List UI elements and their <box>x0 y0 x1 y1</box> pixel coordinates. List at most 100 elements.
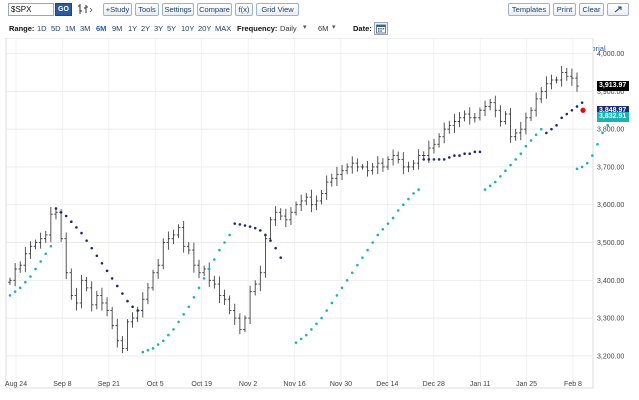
range-option-6m[interactable]: 6M <box>96 24 107 33</box>
sar-dot <box>151 347 155 350</box>
sar-dot <box>488 184 492 188</box>
sar-dot <box>366 248 369 252</box>
sar-dot <box>315 322 318 326</box>
sar-dot <box>381 227 385 231</box>
period-select[interactable]: 6M <box>318 24 329 33</box>
range-option-20y[interactable]: 20Y <box>198 24 212 33</box>
sar-dot <box>274 246 277 250</box>
sar-dot <box>279 256 283 259</box>
range-option-1m[interactable]: 1M <box>65 24 76 33</box>
sar-dot <box>233 222 237 225</box>
sar-dot <box>468 152 472 156</box>
y-tick-label: 3,700.00 <box>597 164 624 171</box>
chart-svg[interactable]: 4,000.00 3,900.00 3,800.00 3,700.00 3,600.00… <box>0 37 639 400</box>
sar-dot <box>585 161 589 165</box>
sar-dot <box>560 116 563 120</box>
templates-button[interactable]: Templates <box>508 3 550 16</box>
sar-dot <box>192 296 196 299</box>
toolbar: GO +Study Tools Settings Compare f(x) Gr… <box>0 0 639 19</box>
sar-dot <box>75 226 78 229</box>
calendar-icon <box>376 24 386 34</box>
sar-dot <box>161 339 165 343</box>
sar-dot <box>340 286 344 290</box>
x-tick-label: Feb 8 <box>564 381 582 388</box>
x-tick-label: Nov 2 <box>239 381 257 388</box>
sar-dot <box>121 292 124 295</box>
sar-dot <box>427 158 431 161</box>
tools-button[interactable]: Tools <box>135 3 159 16</box>
y-tick-label: 4,000.00 <box>597 51 624 58</box>
y-tick-label: 3,800.00 <box>597 127 624 134</box>
sar-dot <box>376 233 380 237</box>
sar-dot <box>243 224 247 227</box>
plot-area <box>5 37 594 389</box>
frequency-select[interactable]: Daily <box>280 24 297 33</box>
expand-icon <box>614 6 622 13</box>
sar-dot <box>396 209 400 212</box>
range-option-max[interactable]: MAX <box>215 24 232 33</box>
sar-dot <box>131 305 134 309</box>
sar-dot <box>391 216 395 220</box>
sar-dot <box>458 154 461 157</box>
frequency-chevron-down-icon[interactable]: ▾ <box>303 24 307 31</box>
sar-dot <box>499 175 502 178</box>
y-tick-label: 3,200.00 <box>597 353 624 360</box>
y-tick-label: 3,300.00 <box>597 316 624 323</box>
sar-dot <box>294 341 298 344</box>
range-option-5y[interactable]: 5Y <box>167 24 177 33</box>
range-option-2y[interactable]: 2Y <box>141 24 151 33</box>
sar-dot <box>105 269 109 273</box>
sar-dot <box>545 131 548 135</box>
sar-dot <box>422 158 426 161</box>
go-button[interactable]: GO <box>55 3 72 16</box>
range-bar: Range: 1D 5D 1M 3M 6M 9M 1Y 2Y 3Y 5Y 10Y… <box>0 20 639 53</box>
expand-button[interactable] <box>607 3 629 16</box>
sar-dot <box>325 309 329 312</box>
range-option-10y[interactable]: 10Y <box>181 24 195 33</box>
sar-dot <box>100 261 104 265</box>
sar-dot <box>24 280 27 284</box>
grid-view-button[interactable]: Grid View <box>256 3 299 16</box>
compare-button[interactable]: Compare <box>197 3 232 16</box>
sar-dot <box>432 158 436 161</box>
sar-dot <box>207 267 211 271</box>
symbol-input[interactable] <box>8 3 54 16</box>
chart-type-icon[interactable] <box>76 2 94 16</box>
sar-dot <box>238 223 242 226</box>
sar-dot <box>202 277 206 280</box>
range-option-3y[interactable]: 3Y <box>154 24 164 33</box>
sar-dot <box>304 333 308 337</box>
sar-dot <box>330 301 334 305</box>
fx-button[interactable]: f(x) <box>235 3 253 16</box>
range-option-5d[interactable]: 5D <box>51 24 61 33</box>
sar-dot <box>34 267 37 271</box>
sar-dot <box>299 337 303 341</box>
sar-dot <box>442 158 446 161</box>
sar-dot <box>473 150 477 154</box>
sar-dot <box>606 124 609 127</box>
sar-dot <box>580 101 584 104</box>
period-chevron-down-icon[interactable]: ▾ <box>332 24 336 31</box>
print-button[interactable]: Print <box>553 3 576 16</box>
range-option-3m[interactable]: 3M <box>80 24 91 33</box>
x-tick-label: Sep 8 <box>53 381 71 388</box>
sar-dot <box>253 226 257 230</box>
calendar-button[interactable] <box>374 22 388 35</box>
sar-dot <box>177 320 180 324</box>
sar-dot <box>361 256 364 259</box>
sar-dot <box>182 313 185 316</box>
sar-dot <box>115 284 119 288</box>
sar-dot <box>136 309 140 312</box>
sar-dot <box>8 294 12 297</box>
sar-dot <box>601 131 604 135</box>
clear-button[interactable]: Clear <box>579 3 604 16</box>
add-study-button[interactable]: +Study <box>103 3 132 16</box>
price-chart[interactable]: 4,000.00 3,900.00 3,800.00 3,700.00 3,600.00… <box>0 37 639 400</box>
range-option-9m[interactable]: 9M <box>112 24 123 33</box>
y-tick-label: 3,900.00 <box>597 89 624 96</box>
range-option-1y[interactable]: 1Y <box>128 24 138 33</box>
range-option-1d[interactable]: 1D <box>37 24 47 33</box>
sar-dot <box>223 241 226 244</box>
sar-dot <box>539 127 543 131</box>
settings-button[interactable]: Settings <box>162 3 194 16</box>
